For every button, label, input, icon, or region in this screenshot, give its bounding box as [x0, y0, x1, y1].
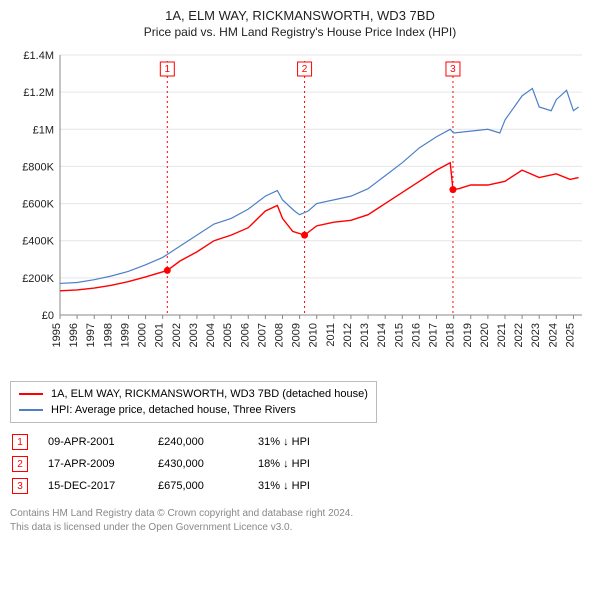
svg-text:2005: 2005	[222, 323, 234, 347]
event-marker-box: 1	[12, 434, 28, 450]
event-table: 1 09-APR-2001 £240,000 31% ↓ HPI 2 17-APR-200…	[10, 431, 590, 497]
event-price: £675,000	[158, 480, 238, 492]
event-row: 3 15-DEC-2017 £675,000 31% ↓ HPI	[10, 475, 590, 497]
svg-text:2004: 2004	[205, 323, 217, 347]
chart-legend: 1A, ELM WAY, RICKMANSWORTH, WD3 7BD (det…	[10, 381, 377, 423]
svg-text:1999: 1999	[119, 323, 131, 347]
svg-text:2000: 2000	[137, 323, 149, 347]
svg-text:1: 1	[165, 64, 171, 75]
svg-text:2023: 2023	[530, 323, 542, 347]
chart-title-address: 1A, ELM WAY, RICKMANSWORTH, WD3 7BD	[10, 8, 590, 23]
chart-titles: 1A, ELM WAY, RICKMANSWORTH, WD3 7BD Pric…	[10, 8, 590, 39]
svg-text:1996: 1996	[68, 323, 80, 347]
legend-item: HPI: Average price, detached house, Thre…	[19, 402, 368, 418]
chart-area: £0 £200K £400K £600K £800K £1M £1.2M £1.4M 1995 1…	[10, 45, 590, 375]
svg-text:2015: 2015	[393, 323, 405, 347]
event-price: £240,000	[158, 436, 238, 448]
svg-text:£200K: £200K	[22, 273, 54, 285]
svg-text:1997: 1997	[85, 323, 97, 347]
event-row: 2 17-APR-2009 £430,000 18% ↓ HPI	[10, 453, 590, 475]
svg-text:2003: 2003	[188, 323, 200, 347]
svg-text:2012: 2012	[342, 323, 354, 347]
legend-label: 1A, ELM WAY, RICKMANSWORTH, WD3 7BD (det…	[51, 388, 368, 400]
footnote: Contains HM Land Registry data © Crown c…	[10, 507, 590, 534]
svg-text:2019: 2019	[462, 323, 474, 347]
svg-text:3: 3	[450, 64, 456, 75]
event-note: 31% ↓ HPI	[258, 480, 310, 492]
chart-subtitle: Price paid vs. HM Land Registry's House …	[10, 25, 590, 39]
svg-text:2001: 2001	[154, 323, 166, 347]
line-chart: £0 £200K £400K £600K £800K £1M £1.2M £1.4M 1995 1…	[10, 45, 590, 375]
event-marker-box: 2	[12, 456, 28, 472]
svg-text:£1.4M: £1.4M	[23, 50, 54, 62]
footnote-line1: Contains HM Land Registry data © Crown c…	[10, 507, 590, 521]
svg-text:2024: 2024	[547, 323, 559, 347]
svg-text:2018: 2018	[445, 323, 457, 347]
svg-text:£400K: £400K	[22, 236, 54, 248]
footnote-line2: This data is licensed under the Open Gov…	[10, 521, 590, 535]
event-note: 18% ↓ HPI	[258, 458, 310, 470]
svg-text:2017: 2017	[428, 323, 440, 347]
svg-text:2021: 2021	[496, 323, 508, 347]
svg-text:£1M: £1M	[33, 124, 54, 136]
svg-text:2025: 2025	[564, 323, 576, 347]
svg-text:2: 2	[302, 64, 308, 75]
event-date: 17-APR-2009	[48, 458, 138, 470]
svg-text:2009: 2009	[291, 323, 303, 347]
svg-text:2007: 2007	[256, 323, 268, 347]
svg-text:£0: £0	[42, 310, 54, 322]
event-note: 31% ↓ HPI	[258, 436, 310, 448]
svg-text:2002: 2002	[171, 323, 183, 347]
event-marker-box: 3	[12, 478, 28, 494]
svg-text:2020: 2020	[479, 323, 491, 347]
legend-item: 1A, ELM WAY, RICKMANSWORTH, WD3 7BD (det…	[19, 386, 368, 402]
event-price: £430,000	[158, 458, 238, 470]
svg-text:£600K: £600K	[22, 199, 54, 211]
svg-text:2011: 2011	[325, 323, 337, 347]
svg-text:2014: 2014	[376, 323, 388, 347]
svg-text:£1.2M: £1.2M	[23, 87, 54, 99]
svg-text:2016: 2016	[410, 323, 422, 347]
svg-text:2006: 2006	[239, 323, 251, 347]
event-date: 15-DEC-2017	[48, 480, 138, 492]
event-row: 1 09-APR-2001 £240,000 31% ↓ HPI	[10, 431, 590, 453]
svg-text:£800K: £800K	[22, 161, 54, 173]
svg-text:1998: 1998	[102, 323, 114, 347]
svg-text:1995: 1995	[51, 323, 63, 347]
legend-swatch	[19, 409, 43, 411]
svg-text:2013: 2013	[359, 323, 371, 347]
root: 1A, ELM WAY, RICKMANSWORTH, WD3 7BD Pric…	[0, 0, 600, 544]
legend-swatch	[19, 393, 43, 395]
legend-label: HPI: Average price, detached house, Thre…	[51, 404, 296, 416]
svg-text:2022: 2022	[513, 323, 525, 347]
event-date: 09-APR-2001	[48, 436, 138, 448]
svg-text:2008: 2008	[273, 323, 285, 347]
svg-text:2010: 2010	[308, 323, 320, 347]
